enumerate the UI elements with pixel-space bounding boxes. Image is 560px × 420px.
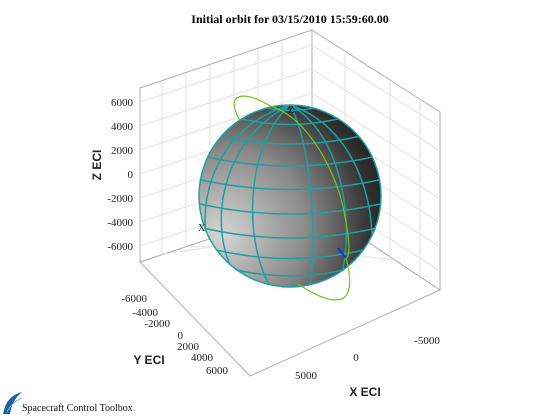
z-tick-label: -6000 (107, 241, 133, 253)
chart-title: Initial orbit for 03/15/2010 15:59:60.00 (191, 12, 388, 26)
earth-sphere (198, 104, 382, 288)
y-tick-label: 6000 (206, 365, 229, 377)
z-tick-label: 2000 (111, 145, 134, 157)
y-tick-label: 4000 (191, 352, 214, 364)
orbit-front (269, 105, 351, 301)
z-tick-label: 6000 (111, 97, 134, 109)
x-axis-label: X ECI (349, 385, 380, 399)
footer-logo-text: Spacecraft Control Toolbox (22, 403, 133, 414)
y-tick-label: -2000 (144, 318, 170, 330)
x-tick-label: -5000 (414, 335, 440, 347)
y-tick-label: -6000 (121, 293, 147, 305)
z-tick-label: -2000 (107, 193, 133, 205)
z-axis-label: Z ECI (90, 150, 104, 181)
y-tick-label: 2000 (177, 341, 200, 353)
toolbox-logo (3, 392, 23, 414)
x-axis-ticks: 5000 0 -5000 (295, 335, 440, 382)
body-axis-z-marker: Z (288, 105, 294, 116)
z-axis-ticks: 6000 4000 2000 0 -2000 -4000 -6000 (107, 97, 133, 253)
x-tick-label: 0 (353, 352, 359, 364)
z-tick-label: 4000 (111, 121, 134, 133)
z-tick-label: 0 (128, 169, 134, 181)
y-tick-label: 0 (178, 330, 184, 342)
velocity-vector (337, 247, 347, 259)
y-tick-label: -4000 (132, 307, 158, 319)
y-axis-label: Y ECI (133, 353, 164, 367)
x-tick-label: 5000 (295, 370, 318, 382)
y-axis-ticks: -6000 -4000 -2000 0 2000 4000 6000 (121, 293, 228, 377)
body-axis-x-marker: X (198, 223, 206, 234)
z-tick-label: -4000 (107, 217, 133, 229)
